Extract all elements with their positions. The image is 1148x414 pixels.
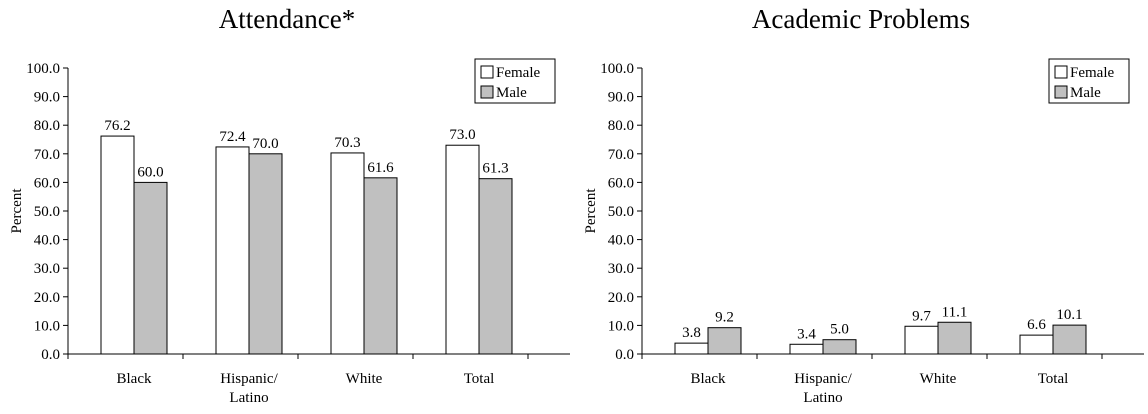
y-tick-label: 0.0 xyxy=(615,347,634,363)
data-label: 70.0 xyxy=(252,136,278,152)
category-label: Hispanic/Latino xyxy=(220,371,278,406)
bar-female xyxy=(674,342,709,355)
category-label: Hispanic/Latino xyxy=(794,371,852,406)
data-label: 10.1 xyxy=(1056,307,1082,323)
y-tick-label: 30.0 xyxy=(608,261,634,277)
academic-problems-chart: Academic Problems 0.0 10.0 20.0 30.0 40.0 50.… xyxy=(574,0,1148,414)
chart-title: Academic Problems xyxy=(751,4,971,34)
data-label: 9.7 xyxy=(912,308,931,324)
bar-female xyxy=(789,343,824,355)
data-label: 76.2 xyxy=(104,118,130,134)
bar-male xyxy=(707,327,742,355)
y-tick-label: 50.0 xyxy=(608,204,634,220)
y-tick-label: 30.0 xyxy=(34,261,60,277)
y-tick-label: 70.0 xyxy=(34,147,60,163)
legend-swatch xyxy=(480,85,494,99)
y-tick-label: 90.0 xyxy=(608,90,634,106)
category-label-line: Hispanic/ xyxy=(794,371,852,387)
legend-label: Male xyxy=(1070,85,1101,101)
bar-female xyxy=(445,144,480,355)
category-label-line: Total xyxy=(1038,371,1069,387)
data-label: 73.0 xyxy=(449,127,475,143)
y-tick-label: 70.0 xyxy=(608,147,634,163)
bar-male xyxy=(822,339,857,355)
attendance-chart: Attendance* 0.0 10.0 20.0 30.0 40.0 50.0 60.0 7… xyxy=(9,4,570,406)
category-label-line: Total xyxy=(464,371,495,387)
bar-male xyxy=(248,153,283,355)
category-label-line: Latino xyxy=(229,390,268,406)
bar-female xyxy=(1019,334,1054,355)
bar-female xyxy=(100,135,135,355)
chart-title: Attendance* xyxy=(218,4,356,34)
bar-male xyxy=(478,178,513,355)
y-tick-label: 20.0 xyxy=(34,290,60,306)
bar-female xyxy=(215,146,250,355)
data-label: 70.3 xyxy=(334,135,360,151)
y-axis-label: Percent xyxy=(583,188,599,234)
attendance-plot: 0.0 10.0 20.0 30.0 40.0 50.0 60.0 70.0 80.0 90.0 1… xyxy=(9,58,570,406)
data-label: 6.6 xyxy=(1027,317,1046,333)
y-tick-label: 100.0 xyxy=(600,61,634,77)
academic-problems-plot: 0.0 10.0 20.0 30.0 40.0 50.0 60.0 70.0 80.0 90.0 1… xyxy=(583,58,1144,406)
bar-female xyxy=(330,152,365,355)
data-label: 61.6 xyxy=(367,160,394,176)
y-tick-label: 80.0 xyxy=(608,118,634,134)
data-label: 60.0 xyxy=(137,164,163,180)
category-label: White xyxy=(346,371,383,387)
bar-male xyxy=(133,181,168,355)
category-label-line: Black xyxy=(117,371,152,387)
category-label-line: White xyxy=(346,371,383,387)
data-label: 61.3 xyxy=(482,161,508,177)
category-label: Black xyxy=(691,371,726,387)
y-tick-label: 100.0 xyxy=(26,61,60,77)
data-label: 3.4 xyxy=(797,326,816,342)
data-label: 3.8 xyxy=(682,325,701,341)
category-label-line: Black xyxy=(691,371,726,387)
category-label-line: White xyxy=(920,371,957,387)
legend-label: Female xyxy=(496,65,540,81)
legend: Female Male xyxy=(1048,58,1130,104)
category-label-line: Hispanic/ xyxy=(220,371,278,387)
category-label: Total xyxy=(464,371,495,387)
category-label-line: Latino xyxy=(803,390,842,406)
data-label: 9.2 xyxy=(715,310,734,326)
y-tick-label: 40.0 xyxy=(608,233,634,249)
legend-swatch xyxy=(480,65,494,79)
y-axis-label: Percent xyxy=(9,188,25,234)
data-label: 72.4 xyxy=(219,129,246,145)
bar-male xyxy=(937,321,972,355)
category-label: Black xyxy=(117,371,152,387)
legend-label: Female xyxy=(1070,65,1114,81)
bar-male xyxy=(363,177,398,355)
y-tick-label: 0.0 xyxy=(41,347,60,363)
y-tick-label: 10.0 xyxy=(608,318,634,334)
y-tick-label: 10.0 xyxy=(34,318,60,334)
y-tick-label: 90.0 xyxy=(34,90,60,106)
y-tick-label: 60.0 xyxy=(608,175,634,191)
category-label: Total xyxy=(1038,371,1069,387)
legend-label: Male xyxy=(496,85,527,101)
y-tick-label: 40.0 xyxy=(34,233,60,249)
data-label: 11.1 xyxy=(942,304,968,320)
bar-female xyxy=(904,325,939,355)
category-label: White xyxy=(920,371,957,387)
y-tick-label: 20.0 xyxy=(608,290,634,306)
y-tick-label: 80.0 xyxy=(34,118,60,134)
bar-male xyxy=(1052,324,1087,355)
y-tick-label: 60.0 xyxy=(34,175,60,191)
data-label: 5.0 xyxy=(830,322,849,338)
legend: Female Male xyxy=(474,58,556,104)
legend-swatch xyxy=(1054,85,1068,99)
y-tick-label: 50.0 xyxy=(34,204,60,220)
legend-swatch xyxy=(1054,65,1068,79)
